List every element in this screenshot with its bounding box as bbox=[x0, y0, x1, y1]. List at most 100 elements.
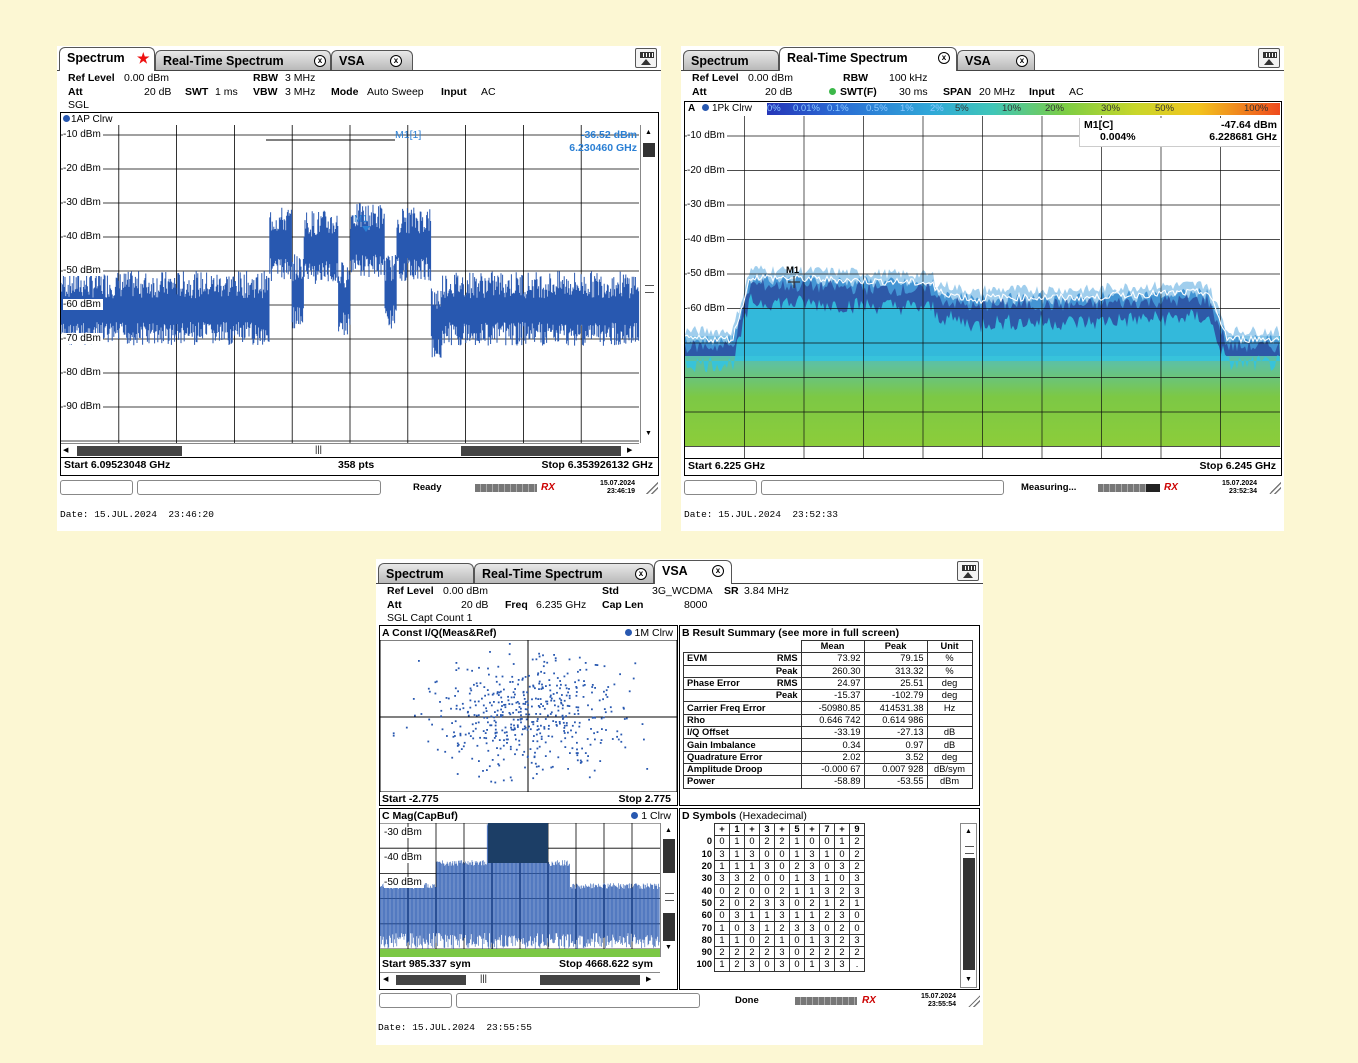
constellation-point bbox=[580, 761, 583, 763]
result-cell: Peak bbox=[768, 689, 802, 703]
symbol-cell: 0 bbox=[819, 859, 835, 874]
close-tab-icon[interactable]: x bbox=[390, 55, 402, 67]
scroll-down-icon[interactable]: ▼ bbox=[965, 976, 972, 983]
span-label: SPAN bbox=[943, 86, 972, 98]
device-overview-button[interactable] bbox=[635, 48, 657, 68]
ref-level-value: 0.00 dBm bbox=[443, 585, 488, 597]
tab-spectrum[interactable]: Spectrum bbox=[683, 50, 779, 70]
constellation-point bbox=[509, 748, 512, 751]
unsaved-star-icon: ★ bbox=[137, 50, 150, 66]
scroll-right-icon[interactable]: ▶ bbox=[646, 976, 652, 983]
constellation-point bbox=[521, 718, 523, 720]
device-overview-button[interactable] bbox=[1258, 48, 1280, 68]
constellation-point bbox=[485, 710, 488, 712]
scroll-up-icon[interactable]: ▲ bbox=[665, 827, 672, 834]
symbol-cell: 2 bbox=[834, 945, 850, 960]
close-tab-icon[interactable]: x bbox=[635, 568, 647, 580]
scroll-thumb[interactable] bbox=[643, 143, 655, 157]
close-tab-icon[interactable]: x bbox=[1016, 55, 1028, 67]
constellation-point bbox=[512, 729, 515, 731]
constellation-point bbox=[504, 706, 507, 709]
pk-trace bbox=[685, 273, 1280, 344]
tab-realtime-spectrum[interactable]: Real-Time Spectrum x bbox=[155, 50, 331, 70]
horizontal-scrollbar[interactable]: ◀ ||| ▶ bbox=[61, 443, 639, 458]
scroll-grip[interactable]: ||| bbox=[315, 444, 323, 454]
device-overview-button[interactable] bbox=[957, 561, 979, 581]
symbol-cell: 0 bbox=[804, 835, 820, 849]
constellation-point bbox=[583, 684, 586, 686]
constellation-point bbox=[500, 690, 502, 693]
close-tab-icon[interactable]: x bbox=[938, 52, 950, 64]
constellation-point bbox=[445, 697, 448, 699]
rx-logo-icon: RX bbox=[1164, 482, 1178, 493]
resize-grip-icon[interactable] bbox=[968, 995, 980, 1007]
constellation-point bbox=[557, 756, 560, 759]
scroll-thumb[interactable] bbox=[963, 858, 975, 970]
tab-vsa[interactable]: VSA x bbox=[654, 560, 732, 584]
scroll-down-icon[interactable]: ▼ bbox=[645, 430, 652, 437]
constellation-point bbox=[577, 709, 579, 712]
constellation-point bbox=[469, 699, 472, 702]
constellation-point bbox=[571, 724, 574, 727]
constellation-stop: Stop 2.775 bbox=[618, 793, 671, 805]
system-datetime: 15.07.2024 23:52:34 bbox=[1221, 480, 1257, 495]
constellation-point bbox=[471, 669, 473, 672]
symbol-cell: 2 bbox=[849, 847, 865, 861]
constellation-point bbox=[541, 683, 543, 686]
scroll-down-icon[interactable]: ▼ bbox=[665, 944, 672, 951]
result-cell: -27.13 bbox=[863, 726, 928, 740]
constellation-point bbox=[561, 707, 564, 710]
scroll-left-icon[interactable]: ◀ bbox=[63, 447, 69, 454]
constellation-point bbox=[535, 697, 537, 700]
scroll-up-icon[interactable]: ▲ bbox=[965, 828, 972, 835]
tab-spectrum[interactable]: Spectrum ★ bbox=[59, 47, 155, 71]
vertical-scrollbar[interactable]: ▲ ▼ bbox=[640, 125, 657, 443]
ref-level-label: Ref Level bbox=[387, 585, 434, 597]
constellation-point bbox=[556, 691, 558, 694]
scroll-thumb[interactable] bbox=[663, 839, 675, 873]
scroll-right-icon[interactable]: ▶ bbox=[627, 447, 633, 454]
tab-vsa[interactable]: VSA x bbox=[331, 50, 413, 70]
scroll-left-icon[interactable]: ◀ bbox=[383, 976, 389, 983]
resize-grip-icon[interactable] bbox=[1269, 482, 1281, 494]
constellation-point bbox=[520, 707, 522, 710]
constellation-point bbox=[562, 716, 565, 719]
vertical-scrollbar[interactable]: ▲ ▼ bbox=[960, 823, 977, 988]
resize-grip-icon[interactable] bbox=[646, 482, 658, 494]
constellation-point bbox=[577, 713, 580, 715]
vertical-scrollbar[interactable]: ▲ ▼ bbox=[660, 823, 677, 957]
symbol-row-label: 50 bbox=[701, 897, 712, 908]
tab-vsa[interactable]: VSA x bbox=[957, 50, 1035, 70]
constellation-point bbox=[420, 713, 423, 715]
symbol-row-label: 90 bbox=[701, 947, 712, 958]
constellation-point bbox=[505, 731, 508, 734]
constellation-point bbox=[510, 779, 513, 782]
close-tab-icon[interactable]: x bbox=[314, 55, 326, 67]
horizontal-scrollbar[interactable]: ◀ ||| ▶ bbox=[380, 972, 660, 987]
constellation-point bbox=[515, 701, 518, 704]
constellation-point bbox=[533, 735, 535, 737]
tab-spectrum[interactable]: Spectrum bbox=[378, 563, 474, 583]
constellation-point bbox=[561, 694, 563, 696]
tab-realtime-spectrum[interactable]: Real-Time Spectrum x bbox=[474, 563, 654, 583]
constellation-point bbox=[522, 691, 525, 694]
tab-realtime-spectrum[interactable]: Real-Time Spectrum x bbox=[779, 47, 957, 71]
scroll-grip[interactable]: ||| bbox=[480, 973, 488, 983]
magnitude-start: Start 985.337 sym bbox=[382, 958, 471, 970]
symbol-row-label: 100 bbox=[696, 959, 712, 970]
tab-spectrum-label: Spectrum bbox=[691, 54, 749, 68]
constellation-point bbox=[562, 721, 565, 724]
constellation-point bbox=[574, 721, 576, 724]
constellation-point bbox=[510, 696, 513, 699]
symbol-cell: 2 bbox=[774, 835, 790, 849]
symbol-row-label: 60 bbox=[701, 910, 712, 921]
symbol-cell: 2 bbox=[744, 872, 760, 886]
constellation-point bbox=[528, 674, 530, 677]
constellation-point bbox=[511, 675, 514, 678]
constellation-point bbox=[497, 694, 500, 696]
symbol-column-header: + bbox=[714, 822, 730, 837]
close-tab-icon[interactable]: x bbox=[712, 565, 724, 577]
scroll-up-icon[interactable]: ▲ bbox=[645, 129, 652, 136]
constellation-point bbox=[497, 701, 500, 704]
result-cell: deg bbox=[926, 676, 973, 691]
